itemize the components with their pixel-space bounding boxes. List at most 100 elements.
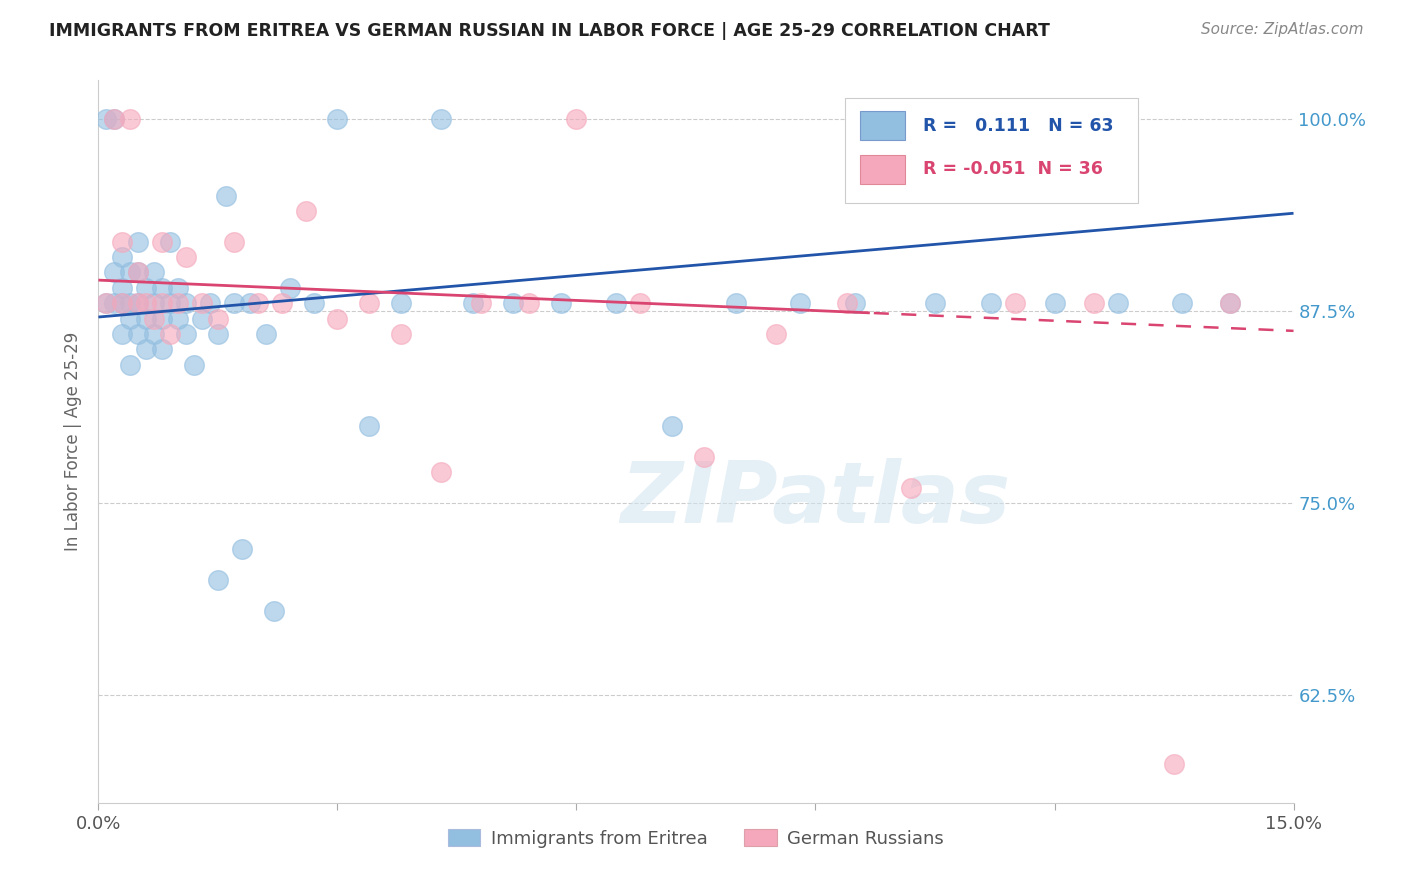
- Point: [127, 326, 149, 341]
- Point: [150, 281, 173, 295]
- Point: [270, 296, 292, 310]
- Point: [263, 604, 285, 618]
- Point: [302, 296, 325, 310]
- Point: [430, 465, 453, 479]
- Point: [326, 112, 349, 126]
- Point: [980, 296, 1002, 310]
- Point: [222, 296, 245, 310]
- Point: [470, 296, 492, 310]
- Point: [174, 296, 197, 310]
- Point: [550, 296, 572, 310]
- Point: [111, 281, 134, 295]
- Point: [127, 296, 149, 310]
- Point: [693, 450, 716, 464]
- Point: [143, 326, 166, 341]
- Point: [143, 311, 166, 326]
- Point: [1219, 296, 1241, 310]
- Point: [198, 296, 221, 310]
- Text: R = -0.051  N = 36: R = -0.051 N = 36: [924, 161, 1102, 178]
- Point: [111, 235, 134, 249]
- Point: [900, 481, 922, 495]
- Point: [159, 235, 181, 249]
- Point: [326, 311, 349, 326]
- Point: [96, 112, 118, 126]
- Point: [127, 265, 149, 279]
- Point: [359, 419, 381, 434]
- Point: [789, 296, 811, 310]
- Point: [294, 203, 316, 218]
- Point: [143, 296, 166, 310]
- Point: [143, 265, 166, 279]
- Point: [111, 250, 134, 264]
- Point: [167, 281, 190, 295]
- Point: [837, 296, 859, 310]
- Point: [246, 296, 269, 310]
- Point: [359, 296, 381, 310]
- Point: [150, 343, 173, 357]
- Point: [191, 296, 214, 310]
- Text: ZIPatlas: ZIPatlas: [620, 458, 1011, 541]
- Point: [461, 296, 484, 310]
- Point: [103, 112, 125, 126]
- Point: [103, 112, 125, 126]
- Point: [183, 358, 205, 372]
- Point: [167, 296, 190, 310]
- FancyBboxPatch shape: [845, 98, 1139, 203]
- Point: [103, 296, 125, 310]
- Point: [924, 296, 946, 310]
- Point: [191, 311, 214, 326]
- Point: [1004, 296, 1026, 310]
- Point: [120, 296, 142, 310]
- Point: [150, 235, 173, 249]
- Point: [1083, 296, 1105, 310]
- Point: [1043, 296, 1066, 310]
- Point: [215, 188, 238, 202]
- Bar: [859, 112, 905, 140]
- Point: [502, 296, 524, 310]
- Point: [135, 281, 157, 295]
- Point: [605, 296, 627, 310]
- Point: [222, 235, 245, 249]
- Point: [127, 235, 149, 249]
- Point: [254, 326, 277, 341]
- Point: [150, 296, 173, 310]
- Point: [120, 358, 142, 372]
- Point: [207, 326, 229, 341]
- Point: [628, 296, 651, 310]
- Point: [430, 112, 453, 126]
- Point: [111, 296, 134, 310]
- Point: [111, 326, 134, 341]
- Point: [167, 311, 190, 326]
- Point: [239, 296, 262, 310]
- Point: [135, 343, 157, 357]
- Legend: Immigrants from Eritrea, German Russians: Immigrants from Eritrea, German Russians: [440, 822, 952, 855]
- Point: [127, 296, 149, 310]
- Bar: [859, 154, 905, 184]
- Point: [1219, 296, 1241, 310]
- Point: [135, 311, 157, 326]
- Point: [1163, 757, 1185, 772]
- Y-axis label: In Labor Force | Age 25-29: In Labor Force | Age 25-29: [65, 332, 83, 551]
- Point: [150, 311, 173, 326]
- Point: [120, 112, 142, 126]
- Point: [1171, 296, 1194, 310]
- Point: [96, 296, 118, 310]
- Point: [278, 281, 301, 295]
- Point: [159, 326, 181, 341]
- Point: [96, 296, 118, 310]
- Text: IMMIGRANTS FROM ERITREA VS GERMAN RUSSIAN IN LABOR FORCE | AGE 25-29 CORRELATION: IMMIGRANTS FROM ERITREA VS GERMAN RUSSIA…: [49, 22, 1050, 40]
- Point: [207, 573, 229, 587]
- Text: R =   0.111   N = 63: R = 0.111 N = 63: [924, 117, 1114, 135]
- Point: [120, 311, 142, 326]
- Point: [127, 265, 149, 279]
- Point: [661, 419, 683, 434]
- Point: [159, 296, 181, 310]
- Point: [207, 311, 229, 326]
- Point: [1107, 296, 1129, 310]
- Point: [135, 296, 157, 310]
- Point: [724, 296, 747, 310]
- Point: [111, 296, 134, 310]
- Point: [517, 296, 540, 310]
- Point: [103, 265, 125, 279]
- Point: [231, 542, 253, 557]
